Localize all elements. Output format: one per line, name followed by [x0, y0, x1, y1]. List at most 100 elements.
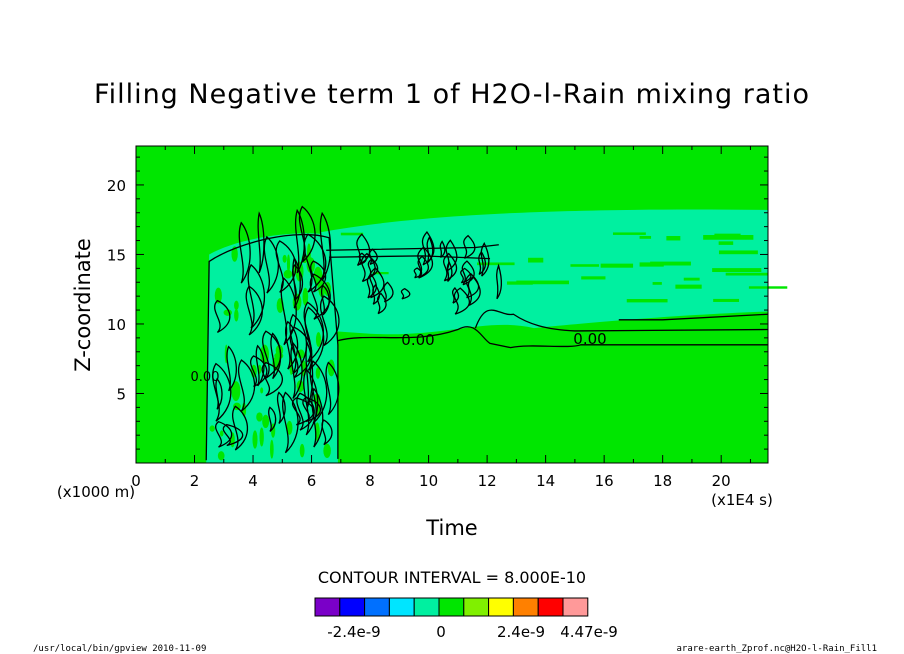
anvil-streak: [675, 284, 702, 289]
column-patch: [230, 432, 235, 448]
contour-label-2: 0.00: [573, 330, 606, 348]
contour-anvil-cell: [421, 230, 435, 266]
column-patch: [231, 246, 238, 262]
y-tick-label: 20: [107, 177, 126, 195]
contour-cell: [222, 423, 244, 447]
column-patch: [282, 254, 287, 263]
colorbar-label-3: 2.4e-9: [497, 623, 545, 641]
contour-anvil-cell: [377, 292, 387, 315]
colorbar-swatch: [314, 597, 341, 617]
column-patch: [307, 243, 311, 263]
plot-frame: [135, 145, 769, 464]
colorbar-labels: -2.4e-9 0 2.4e-9 4.47e-9: [327, 623, 618, 641]
x-tick-label: 10: [419, 472, 438, 490]
y-unit-label: (x1000 m): [57, 483, 135, 501]
contour-anvil-cell: [443, 252, 458, 282]
contour-anvil-cell: [413, 267, 423, 279]
anvil-streak: [718, 241, 734, 245]
column-patch: [219, 430, 224, 437]
contour-cell: [303, 301, 324, 363]
contour-label-1: 0.00: [401, 331, 434, 349]
contour-cell: [285, 320, 299, 370]
contour-anvil-cell: [463, 234, 476, 259]
anvil-streak: [340, 232, 364, 236]
contour-cell: [310, 260, 327, 293]
column-patch: [252, 430, 258, 449]
anvil-streak: [626, 298, 668, 303]
x-tick-label: 8: [365, 472, 375, 490]
contour-anvil-cell: [496, 263, 503, 300]
colorbar-label-2: 0: [436, 623, 446, 641]
contour-cell: [280, 277, 297, 346]
anvil-streak: [683, 277, 700, 281]
contour-cell: [290, 341, 303, 399]
colorbar: [314, 597, 589, 617]
contour-anvil-cell: [400, 287, 411, 300]
column-patch: [217, 451, 225, 461]
x-tick-label: 20: [712, 472, 731, 490]
x-tick-label: 4: [248, 472, 258, 490]
contour-cell: [215, 377, 223, 410]
contour-cell: [309, 273, 331, 320]
footer-left: /usr/local/bin/gpview 2010-11-09: [33, 644, 206, 654]
contour-cell: [214, 299, 231, 333]
anvil-streak: [528, 257, 544, 263]
column-patch: [209, 425, 215, 432]
x-tick-label: 2: [190, 472, 200, 490]
contour-cell: [237, 359, 256, 412]
colorbar-label-4: 4.47e-9: [560, 623, 618, 641]
column-patch: [286, 420, 293, 435]
contour-cell: [319, 295, 340, 347]
contour-anvil-cell: [445, 239, 458, 272]
colorbar-swatch: [364, 597, 390, 617]
contour-cell: [226, 345, 237, 392]
column-patch: [234, 300, 239, 310]
colorbar-swatch: [488, 597, 514, 617]
colorbar-swatch: [413, 597, 440, 617]
contour-cell: [263, 235, 280, 294]
contour-interval: CONTOUR INTERVAL = 8.000E-10: [318, 568, 586, 587]
anvil-streak: [718, 250, 758, 255]
contour-cell: [302, 396, 322, 423]
plot-area: 0.00 0.00 0.00: [135, 145, 788, 464]
anvil-streak: [666, 236, 681, 241]
y-axis: 5 10 15 20: [107, 156, 768, 450]
contour-cell: [257, 211, 265, 274]
column-patch: [302, 287, 309, 306]
column-patch: [315, 332, 322, 347]
anvil-streak: [652, 282, 662, 285]
anvil-streak: [639, 235, 652, 239]
colorbar-swatch: [562, 597, 589, 617]
column-patch: [323, 443, 331, 458]
contour-label-3: 0.00: [191, 370, 220, 385]
contour-cell: [311, 387, 324, 448]
colorbar-label-1: -2.4e-9: [327, 623, 380, 641]
anvil-streak: [372, 272, 389, 275]
contour-zero-upper: [618, 313, 769, 321]
x-axis-label: Time: [425, 516, 477, 540]
contour-anvil-cell: [465, 272, 480, 299]
contour-cell: [247, 263, 266, 329]
column-patch: [259, 427, 264, 447]
anvil-streak: [703, 235, 754, 240]
contour-anvil-cell: [446, 260, 453, 283]
column-patch: [270, 439, 274, 459]
contour-cell: [303, 233, 327, 293]
column-patch: [260, 387, 264, 394]
contour-cell: [238, 221, 251, 284]
anvil-streak: [477, 262, 515, 266]
contour-cell: [319, 211, 332, 282]
column-patch: [299, 443, 305, 458]
contour-cell: [255, 344, 265, 387]
contour-cell: [232, 405, 249, 451]
contour-anvil-cell: [383, 281, 394, 303]
contour-anvil-cell: [366, 273, 377, 299]
contour-anvil-cell: [358, 252, 367, 266]
contour-cell: [268, 406, 277, 432]
y-tick-label: 10: [107, 316, 126, 334]
x-tick-label: 14: [536, 472, 555, 490]
anvil-streak: [581, 276, 606, 280]
y-tick-label: 15: [107, 246, 126, 264]
x-axis: 0 2 4 6 8 10 12 14 16 18 20: [131, 146, 751, 490]
